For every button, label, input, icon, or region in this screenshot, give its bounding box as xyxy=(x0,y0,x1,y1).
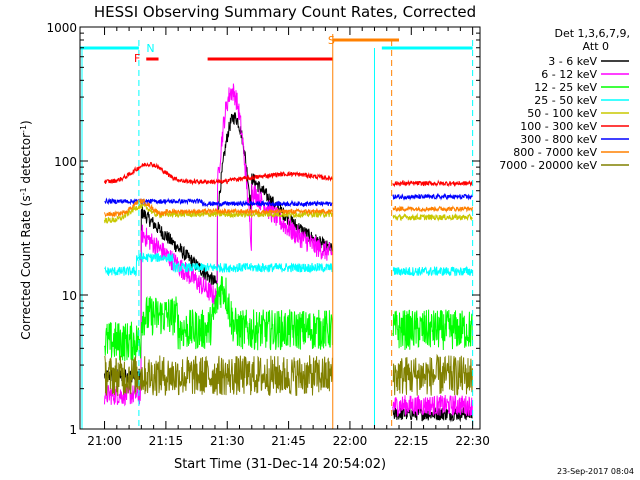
y-axis-label-end: ) xyxy=(19,120,33,125)
series-line-6-segment-2 xyxy=(392,179,473,188)
legend-label: 7000 - 20000 keV xyxy=(499,159,597,172)
series-12-25-kev xyxy=(104,276,473,362)
plot-area xyxy=(79,26,481,430)
series-line-3-segment-1 xyxy=(104,276,333,362)
series-6-12-kev xyxy=(104,83,473,417)
legend-label: 50 - 100 keV xyxy=(527,107,597,120)
series-100-300-kev xyxy=(104,161,473,188)
x-tick-label: 21:15 xyxy=(149,434,184,448)
series-line-2-segment-2 xyxy=(392,393,473,417)
x-tick-label: 22:15 xyxy=(394,434,429,448)
y-tick-label: 1 xyxy=(69,423,77,437)
legend-label: 25 - 50 keV xyxy=(534,94,597,107)
footer-timestamp: 23-Sep-2017 08:04 xyxy=(557,467,634,476)
y-tick-label: 1000 xyxy=(46,21,77,35)
legend-label: 6 - 12 keV xyxy=(541,68,597,81)
y-axis-label-sup2: -1 xyxy=(19,125,28,133)
y-axis-label: Corrected Count Rate (s-1 detector-1) xyxy=(19,120,34,339)
plot-frame xyxy=(79,26,481,430)
legend-label: 100 - 300 keV xyxy=(520,120,597,133)
annotation-f: F xyxy=(134,52,140,65)
series-line-9-segment-1 xyxy=(104,355,333,397)
legend-header-1: Det 1,3,6,7,9, xyxy=(554,27,630,40)
series-line-8-segment-2 xyxy=(392,205,473,214)
y-tick-label: 10 xyxy=(62,289,77,303)
series-line-3-segment-2 xyxy=(392,309,473,351)
series-7000-20000-kev xyxy=(104,353,473,397)
y-axis-label-mid: detector xyxy=(19,133,33,188)
series-line-9-segment-2 xyxy=(392,353,473,396)
annotation-s: S xyxy=(328,34,335,47)
x-tick-label: 21:45 xyxy=(271,434,306,448)
y-axis-label-main: Corrected Count Rate (s xyxy=(19,195,33,339)
x-tick-label: 21:30 xyxy=(210,434,245,448)
x-tick-label: 22:30 xyxy=(455,434,490,448)
legend-label: 3 - 6 keV xyxy=(548,55,597,68)
series-25-50-kev xyxy=(104,251,473,277)
legend-header-2: Att 0 xyxy=(583,40,609,53)
legend-label: 800 - 7000 keV xyxy=(513,146,597,159)
series-line-7-segment-2 xyxy=(392,192,473,201)
x-axis-label: Start Time (31-Dec-14 20:54:02) xyxy=(174,457,386,472)
y-tick-label: 100 xyxy=(54,155,77,169)
x-tick-label: 21:00 xyxy=(87,434,122,448)
x-tick-label: 22:00 xyxy=(333,434,368,448)
y-axis-label-sup1: -1 xyxy=(19,187,28,195)
chart-title: HESSI Observing Summary Count Rates, Cor… xyxy=(94,3,476,21)
series-line-2-segment-1 xyxy=(104,83,333,407)
series-300-800-kev xyxy=(104,192,473,208)
legend-label: 300 - 800 keV xyxy=(520,133,597,146)
annotation-n: N xyxy=(146,42,154,55)
series-line-5-segment-2 xyxy=(392,212,473,222)
series-line-4-segment-1 xyxy=(104,251,333,277)
series-line-4-segment-2 xyxy=(392,265,473,277)
series-line-6-segment-1 xyxy=(104,161,333,186)
series-line-8-segment-1 xyxy=(104,198,333,218)
legend-label: 12 - 25 keV xyxy=(534,81,597,94)
series-800-7000-kev xyxy=(104,198,473,218)
